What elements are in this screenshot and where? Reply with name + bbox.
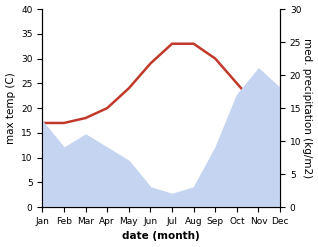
X-axis label: date (month): date (month) <box>122 231 200 242</box>
Y-axis label: med. precipitation (kg/m2): med. precipitation (kg/m2) <box>302 38 313 178</box>
Y-axis label: max temp (C): max temp (C) <box>5 72 16 144</box>
